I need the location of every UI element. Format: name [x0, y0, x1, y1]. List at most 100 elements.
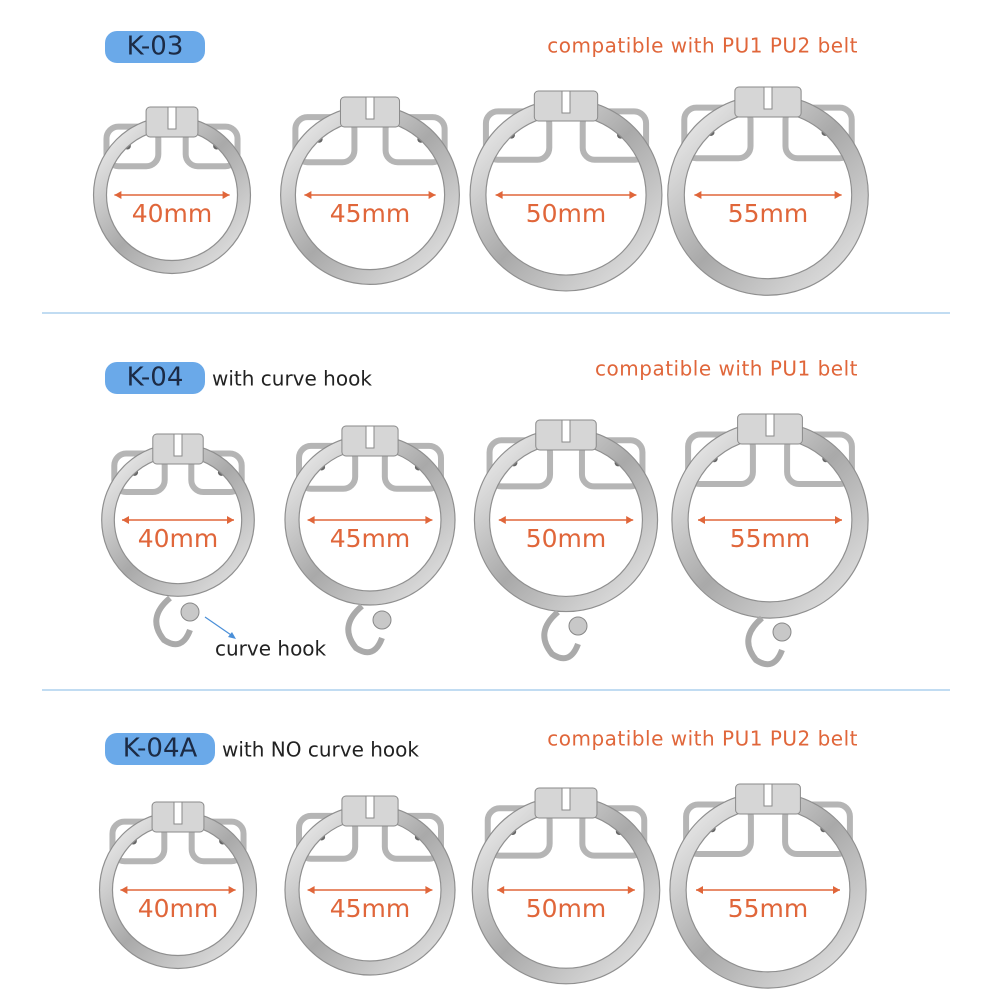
side-loop [484, 805, 553, 859]
compatibility-note: compatible with PU1 belt [595, 357, 858, 381]
lock-slot [365, 96, 375, 120]
side-loop [296, 812, 359, 862]
side-loop [685, 431, 756, 487]
arrow-head [307, 516, 315, 524]
arrow-head [222, 191, 230, 199]
badge [105, 31, 205, 63]
side-loop [579, 805, 648, 859]
arrow-head [228, 886, 236, 894]
lock-slot [173, 801, 183, 825]
ring-product: 40mm [101, 433, 255, 648]
arrow-head [228, 632, 236, 639]
badge-label: K-03 [127, 32, 184, 62]
lock-slot [365, 425, 375, 449]
side-loop [782, 104, 855, 162]
curve-hook [345, 603, 385, 656]
lock-slot [763, 86, 773, 110]
ring-product: 45mm [284, 795, 456, 976]
side-loop [381, 442, 444, 492]
size-label: 50mm [526, 894, 607, 923]
side-loop [681, 104, 754, 162]
arrow-head [304, 191, 312, 199]
annotation-arrow [204, 616, 235, 638]
curve-hook [745, 615, 785, 668]
side-loop [482, 108, 553, 163]
lock-slot [561, 90, 571, 114]
hook-ball [568, 616, 588, 636]
side-loop [296, 442, 359, 492]
ring-product: 45mm [280, 96, 460, 285]
compatibility-note: compatible with PU1 PU2 belt [547, 727, 858, 751]
arrow-head [425, 516, 433, 524]
arrow-head [835, 516, 842, 524]
hook-ball [180, 602, 200, 622]
side-loop [784, 431, 855, 487]
size-label: 45mm [330, 199, 411, 228]
lock-slot [763, 783, 773, 807]
side-loop [579, 108, 650, 163]
side-loop [292, 114, 358, 166]
arrow-head [834, 191, 842, 199]
arrow-head [694, 191, 702, 199]
compatibility-note: compatible with PU1 PU2 belt [547, 34, 858, 58]
arrow-head [428, 191, 436, 199]
arrow-head [626, 516, 634, 524]
arrow-head [114, 191, 122, 199]
arrow-head [627, 886, 635, 894]
lock-slot [561, 419, 571, 443]
size-label: 55mm [728, 894, 809, 923]
side-loop [382, 114, 448, 166]
size-label: 40mm [132, 199, 213, 228]
ring-product: 50mm [473, 419, 659, 662]
side-loop [578, 437, 646, 490]
size-label: 45mm [330, 894, 411, 923]
badge [105, 362, 205, 394]
size-label: 55mm [728, 199, 809, 228]
side-loop [683, 801, 754, 857]
ring-product: 55mm [671, 413, 869, 668]
size-label: 40mm [138, 524, 219, 553]
side-loop [486, 437, 554, 490]
ring-product: 40mm [92, 106, 252, 275]
side-loop [381, 812, 444, 862]
ring-product: 55mm [667, 86, 869, 296]
size-label: 40mm [138, 894, 219, 923]
arrow-head [495, 191, 503, 199]
ring-product: 45mm [284, 425, 456, 656]
hook-ball [372, 610, 392, 630]
size-label: 55mm [730, 524, 811, 553]
arrow-head [227, 516, 234, 524]
size-label: 45mm [330, 524, 411, 553]
size-label: 50mm [526, 199, 607, 228]
ring-product: 40mm [98, 801, 258, 970]
badge [105, 733, 215, 765]
ring-product: 55mm [669, 783, 867, 989]
lock-slot [765, 413, 775, 437]
ring-product: 50mm [469, 90, 663, 292]
arrow-head [698, 516, 705, 524]
hook-ball [772, 622, 792, 642]
lock-slot [167, 106, 177, 130]
arrow-head [497, 886, 505, 894]
lock-slot [365, 795, 375, 819]
ring-product: 50mm [471, 787, 661, 985]
badge-label: K-04 [127, 363, 184, 393]
badge-label: K-04A [123, 734, 198, 764]
arrow-head [629, 191, 637, 199]
curve-hook [541, 609, 581, 662]
subtitle: with curve hook [212, 367, 372, 391]
arrow-head [120, 886, 128, 894]
lock-slot [561, 787, 571, 811]
subtitle: with NO curve hook [222, 738, 419, 762]
arrow-head [498, 516, 506, 524]
curve-hook [153, 595, 193, 648]
arrow-head [307, 886, 315, 894]
arrow-head [122, 516, 129, 524]
arrow-head [833, 886, 840, 894]
annotation: curve hook [215, 637, 327, 661]
size-label: 50mm [526, 524, 607, 553]
side-loop [782, 801, 853, 857]
arrow-head [696, 886, 703, 894]
arrow-head [425, 886, 433, 894]
